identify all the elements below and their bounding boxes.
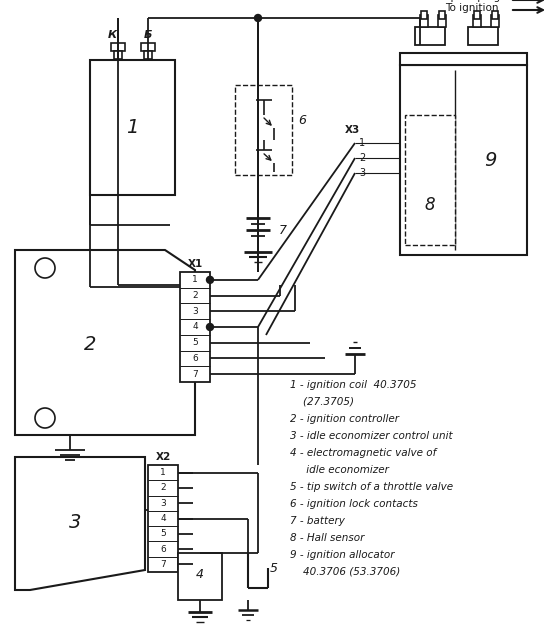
Text: X3: X3: [344, 125, 360, 135]
Text: 4 - electromagnetic valve of: 4 - electromagnetic valve of: [290, 448, 436, 458]
Circle shape: [206, 277, 213, 284]
Text: 4: 4: [192, 322, 198, 332]
Bar: [400, 53, 527, 65]
Text: 5 - tip switch of a throttle valve: 5 - tip switch of a throttle valve: [290, 482, 453, 492]
Text: 7: 7: [192, 370, 198, 379]
Text: 3: 3: [160, 499, 166, 508]
Text: К: К: [107, 30, 117, 40]
Text: 2 - ignition controller: 2 - ignition controller: [290, 414, 399, 424]
Text: (27.3705): (27.3705): [290, 397, 354, 407]
Circle shape: [35, 258, 55, 278]
Bar: [405, 115, 455, 245]
Text: 4: 4: [160, 514, 166, 523]
Bar: [90, 60, 175, 195]
Bar: [421, 11, 427, 19]
Text: idle economizer: idle economizer: [290, 465, 389, 475]
Text: 8: 8: [425, 196, 435, 214]
Polygon shape: [15, 457, 145, 590]
Bar: [400, 65, 527, 255]
Text: 5: 5: [270, 561, 278, 575]
Bar: [114, 51, 122, 59]
Text: 1: 1: [192, 275, 198, 284]
Text: X2: X2: [155, 452, 170, 462]
Text: 1 - ignition coil  40.3705: 1 - ignition coil 40.3705: [290, 380, 416, 390]
Text: 6: 6: [298, 113, 306, 127]
Circle shape: [206, 323, 213, 330]
Text: 7 - battery: 7 - battery: [290, 516, 345, 526]
Text: 7: 7: [160, 560, 166, 569]
Bar: [473, 15, 481, 27]
Bar: [439, 11, 445, 19]
Bar: [491, 15, 499, 27]
Text: 3: 3: [192, 307, 198, 316]
Bar: [468, 27, 498, 45]
Bar: [474, 11, 480, 19]
Text: 2: 2: [359, 153, 365, 163]
Text: 6 - ignition lock contacts: 6 - ignition lock contacts: [290, 499, 418, 509]
Text: 3: 3: [359, 168, 365, 178]
Bar: [438, 15, 446, 27]
Bar: [111, 43, 125, 51]
Text: 1: 1: [160, 468, 166, 477]
Text: 2: 2: [192, 291, 198, 300]
Circle shape: [35, 408, 55, 428]
Text: 9 - ignition allocator: 9 - ignition allocator: [290, 550, 394, 560]
Polygon shape: [15, 250, 195, 435]
Bar: [148, 465, 178, 572]
Text: 2: 2: [84, 335, 96, 354]
Text: 3: 3: [69, 513, 81, 532]
Text: Б: Б: [144, 30, 152, 40]
Text: 6: 6: [192, 354, 198, 363]
Text: 7: 7: [279, 223, 287, 237]
Text: 3 - idle economizer control unit: 3 - idle economizer control unit: [290, 431, 453, 441]
Text: 4: 4: [196, 568, 204, 582]
Bar: [492, 11, 498, 19]
Text: 40.3706 (53.3706): 40.3706 (53.3706): [290, 567, 400, 577]
Text: 1: 1: [126, 118, 139, 137]
Bar: [144, 51, 152, 59]
Bar: [415, 27, 445, 45]
Bar: [180, 272, 210, 382]
Text: 9: 9: [484, 151, 496, 170]
Text: X1: X1: [188, 259, 202, 269]
Text: 5: 5: [160, 529, 166, 538]
Text: 6: 6: [160, 544, 166, 554]
Text: 5: 5: [192, 338, 198, 348]
Bar: [141, 43, 155, 51]
Text: spark plugs: spark plugs: [445, 0, 505, 2]
Bar: [178, 553, 222, 600]
Text: To ignition: To ignition: [445, 3, 498, 13]
Text: 1: 1: [359, 138, 365, 148]
Text: 8 - Hall sensor: 8 - Hall sensor: [290, 533, 364, 543]
Text: 2: 2: [160, 484, 166, 492]
Circle shape: [255, 15, 261, 22]
Bar: [420, 15, 428, 27]
Bar: [235, 85, 292, 175]
